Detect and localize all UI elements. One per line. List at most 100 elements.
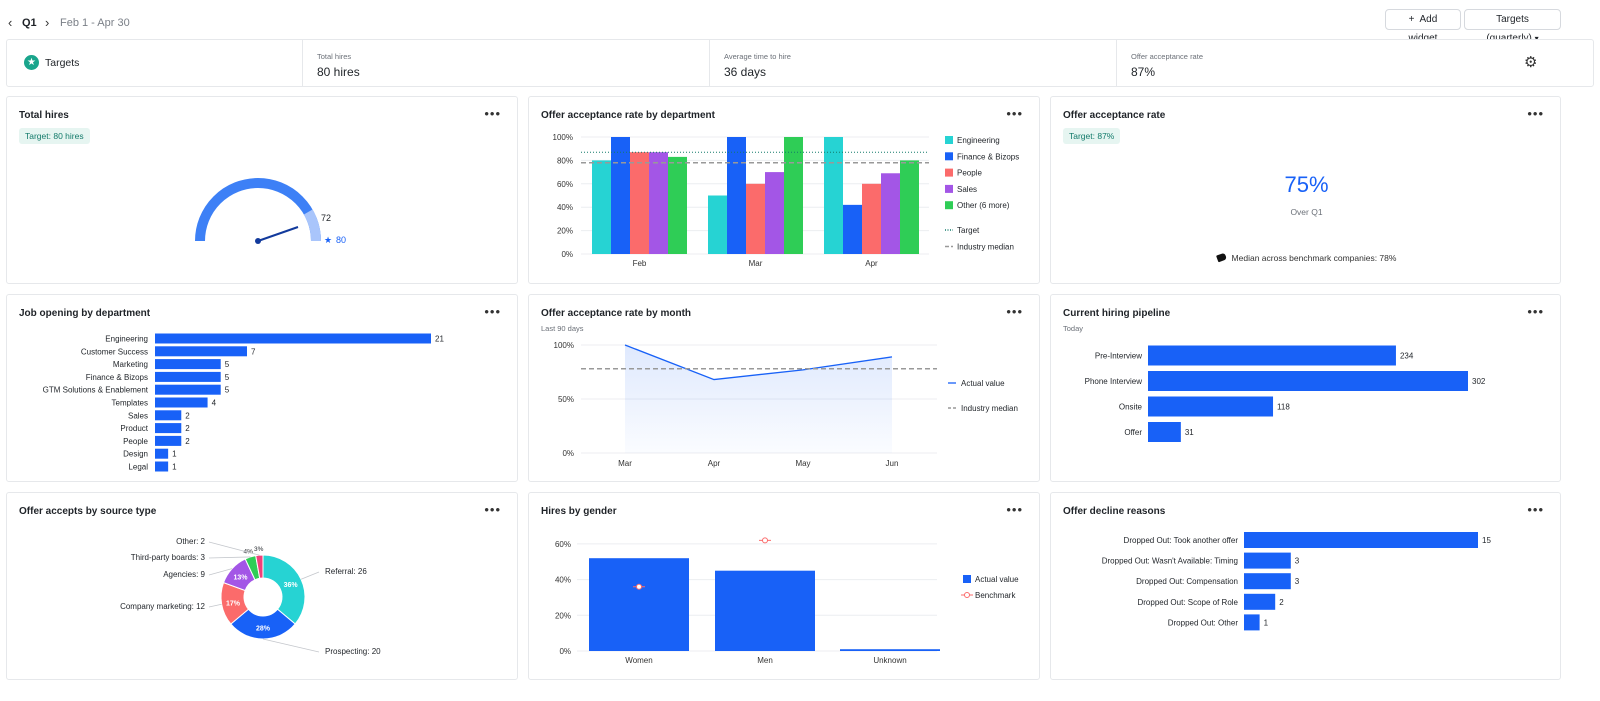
bar bbox=[155, 333, 431, 344]
big-rate-value: 75% bbox=[1284, 172, 1329, 197]
targets-bar: ★ Targets Total hires 80 hires Average t… bbox=[6, 39, 1594, 87]
more-options-icon[interactable]: ••• bbox=[1527, 304, 1544, 319]
bar bbox=[630, 152, 649, 254]
y-tick-label: 20% bbox=[555, 611, 571, 620]
card-hires-by-gender: Hires by gender ••• 60% 40% 20% 0% Women Men U… bbox=[528, 492, 1040, 680]
bar bbox=[155, 423, 182, 434]
target-pill: Target: 80 hires bbox=[19, 128, 90, 144]
card-title: Offer accepts by source type bbox=[19, 506, 157, 517]
category-label: Customer Success bbox=[81, 347, 148, 356]
x-tick-label: Apr bbox=[865, 259, 878, 268]
bar bbox=[862, 183, 881, 254]
metric-label: Average time to hire bbox=[724, 52, 791, 61]
gauge-target-label: 80 bbox=[336, 235, 346, 245]
gear-icon[interactable]: ⚙ bbox=[1524, 54, 1538, 71]
bar bbox=[1148, 422, 1181, 442]
card-job-openings: Job opening by department ••• Engineerin… bbox=[6, 294, 518, 482]
slice-label: Third-party boards: 3 bbox=[131, 553, 206, 562]
previous-period-icon[interactable]: ‹ bbox=[8, 15, 13, 30]
more-options-icon[interactable]: ••• bbox=[1527, 106, 1544, 121]
metric-value: 80 hires bbox=[317, 65, 360, 79]
bar bbox=[727, 137, 746, 254]
date-range: Feb 1 - Apr 30 bbox=[60, 17, 130, 29]
slice-label: Referral: 26 bbox=[325, 567, 367, 576]
bar bbox=[649, 152, 668, 254]
add-widget-button[interactable]: +Add widget bbox=[1385, 9, 1461, 44]
category-label: Pre-Interview bbox=[1095, 352, 1142, 361]
bar bbox=[784, 137, 803, 254]
chevron-down-icon: ▾ bbox=[1535, 34, 1539, 43]
slice-percent-label: 13% bbox=[234, 574, 249, 581]
value-label: 3 bbox=[1295, 557, 1300, 566]
legend-swatch bbox=[945, 184, 953, 193]
category-label: Sales bbox=[128, 411, 148, 420]
x-tick-label: Apr bbox=[708, 459, 721, 468]
category-label: Legal bbox=[128, 463, 148, 472]
legend-label: Industry median bbox=[957, 243, 1014, 252]
y-tick-label: 60% bbox=[557, 180, 573, 189]
category-label: Design bbox=[123, 450, 148, 459]
more-options-icon[interactable]: ••• bbox=[1006, 502, 1023, 517]
area-fill bbox=[625, 345, 892, 453]
category-label: Finance & Bizops bbox=[86, 373, 148, 382]
bar bbox=[840, 649, 940, 651]
bar bbox=[824, 137, 843, 254]
slice-percent-label: 17% bbox=[226, 600, 241, 607]
value-label: 4 bbox=[212, 399, 217, 408]
targets-period-select[interactable]: Targets (quarterly) ▾ bbox=[1464, 9, 1561, 44]
more-options-icon[interactable]: ••• bbox=[1006, 106, 1023, 121]
category-label: Templates bbox=[112, 399, 148, 408]
bar bbox=[1244, 552, 1291, 569]
y-tick-label: 100% bbox=[553, 133, 573, 142]
legend-label: Finance & Bizops bbox=[957, 152, 1019, 161]
more-options-icon[interactable]: ••• bbox=[484, 502, 501, 517]
target-metric-time-to-hire: Average time to hire 36 days bbox=[709, 40, 1116, 86]
card-title: Total hires bbox=[19, 110, 69, 121]
targets-period-label: Targets (quarterly) bbox=[1486, 14, 1532, 44]
bar bbox=[746, 183, 765, 254]
category-label: Dropped Out: Scope of Role bbox=[1137, 598, 1238, 607]
add-widget-label: Add widget bbox=[1409, 14, 1438, 44]
bar bbox=[155, 359, 221, 370]
value-label: 5 bbox=[225, 373, 230, 382]
more-options-icon[interactable]: ••• bbox=[1006, 304, 1023, 319]
callout-line bbox=[208, 568, 233, 576]
bar bbox=[155, 461, 169, 472]
category-label: People bbox=[123, 437, 148, 446]
metric-value: 36 days bbox=[724, 65, 767, 79]
value-label: 2 bbox=[1279, 598, 1284, 607]
benchmark-marker bbox=[762, 537, 768, 544]
more-options-icon[interactable]: ••• bbox=[484, 106, 501, 121]
bar bbox=[843, 204, 862, 254]
bar bbox=[1148, 345, 1396, 366]
value-label: 234 bbox=[1400, 352, 1414, 361]
target-metric-total-hires: Total hires 80 hires bbox=[302, 40, 709, 86]
value-label: 2 bbox=[185, 411, 190, 420]
y-tick-label: 40% bbox=[557, 203, 573, 212]
metric-value: 87% bbox=[1131, 65, 1156, 79]
bar bbox=[1244, 573, 1291, 590]
bar bbox=[765, 172, 784, 254]
value-label: 118 bbox=[1277, 403, 1290, 412]
value-label: 1 bbox=[172, 450, 177, 459]
gauge-hub bbox=[255, 238, 261, 244]
slice-percent-label: 36% bbox=[284, 582, 299, 589]
slice-percent-label: 28% bbox=[256, 626, 271, 633]
value-label: 7 bbox=[251, 347, 256, 356]
gauge-chart: 72 ★ 80 bbox=[195, 178, 346, 245]
benchmark-marker bbox=[636, 583, 642, 590]
donut-slice bbox=[255, 554, 264, 579]
more-options-icon[interactable]: ••• bbox=[1527, 502, 1544, 517]
more-options-icon[interactable]: ••• bbox=[484, 304, 501, 319]
gender-bar-chart: 60% 40% 20% 0% Women Men Unknown Actual value Be… bbox=[555, 537, 1019, 665]
category-label: Phone Interview bbox=[1085, 377, 1143, 386]
bar bbox=[155, 435, 182, 446]
x-tick-label: Jun bbox=[886, 459, 899, 468]
bar bbox=[1148, 396, 1274, 417]
benchmark-median-text: Median across benchmark companies: 78% bbox=[1231, 253, 1397, 263]
slice-label: Prospecting: 20 bbox=[325, 647, 381, 656]
next-period-icon[interactable]: › bbox=[45, 15, 50, 30]
bar bbox=[881, 173, 900, 254]
card-total-hires: Total hires ••• Target: 80 hires 72 ★ 80 bbox=[6, 96, 518, 284]
pipeline-bar-chart: Pre-Interview 234 Phone Interview 302 Onsite… bbox=[1085, 345, 1486, 442]
